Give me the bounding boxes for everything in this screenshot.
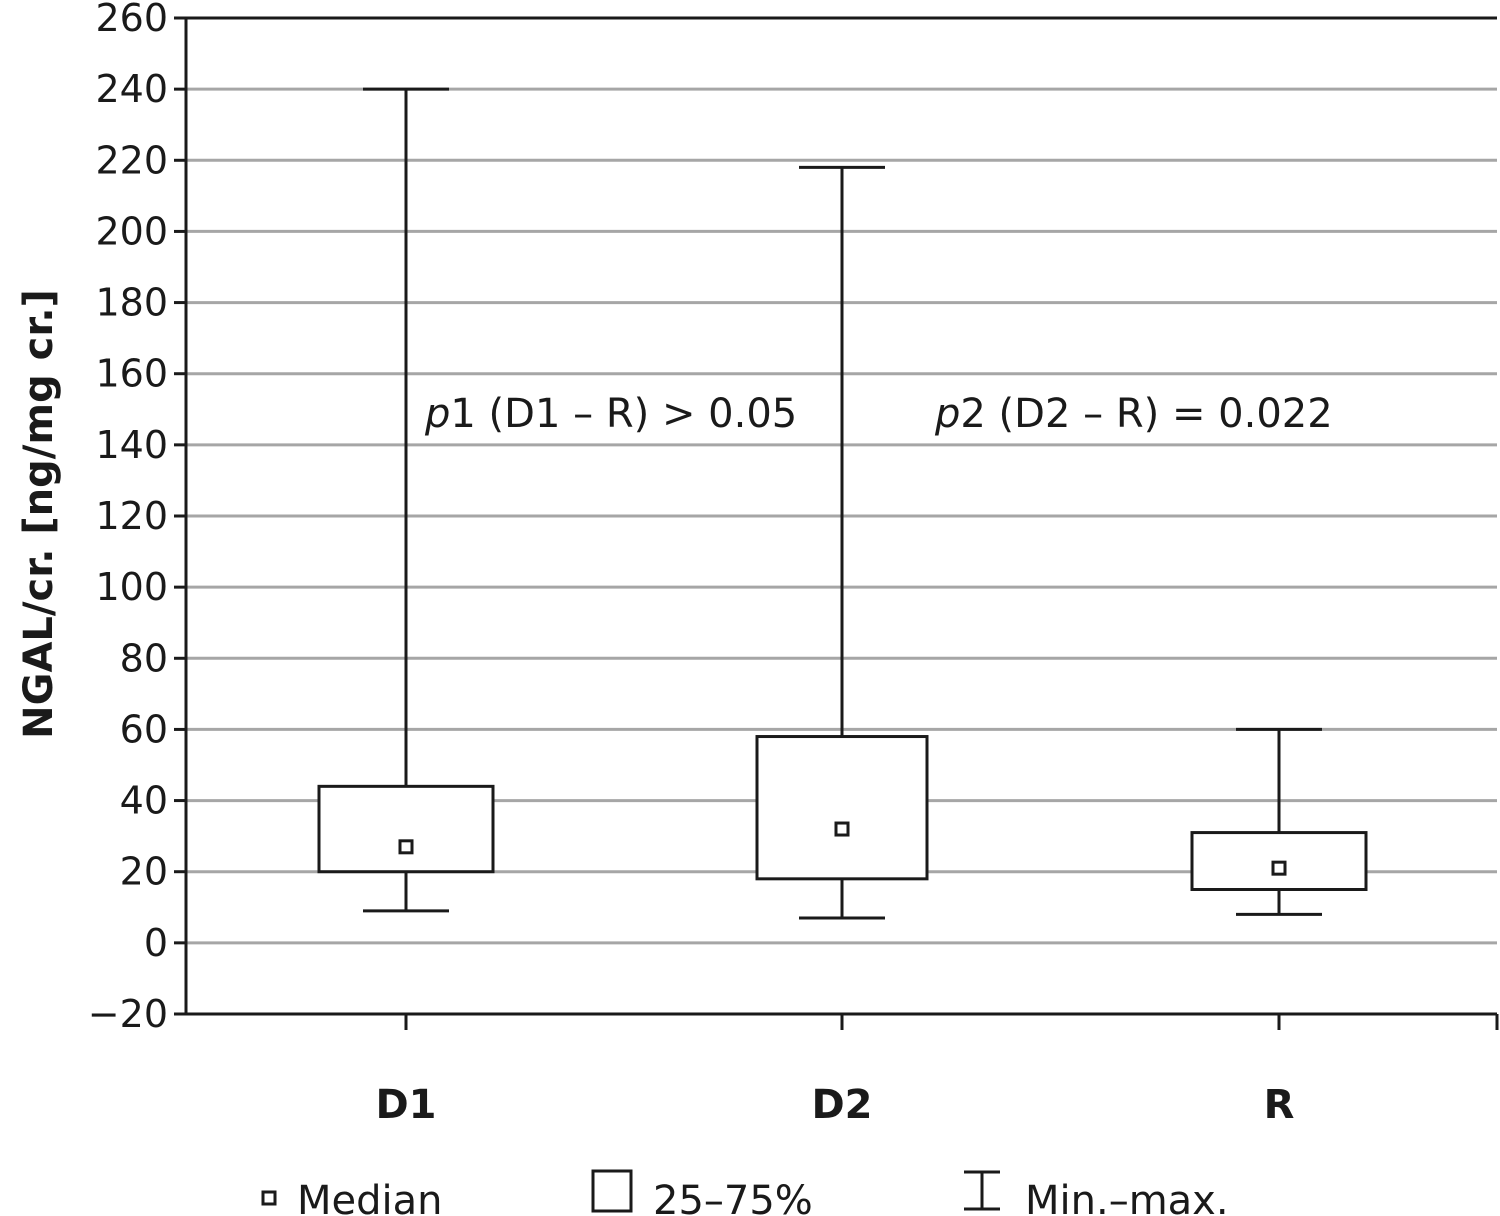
box-D2 <box>755 165 929 920</box>
y-tick-label: 200 <box>95 209 168 253</box>
legend-median-icon <box>261 1190 277 1206</box>
box-series <box>317 87 1368 920</box>
legend-median-label: Median <box>297 1178 443 1216</box>
annotation-p2-italic: p <box>934 391 960 437</box>
y-tick-label: 180 <box>95 281 168 325</box>
iqr-box <box>317 784 495 874</box>
y-axis-label: NGAL/cr. [ng/mg cr.] <box>16 289 62 739</box>
y-tick-label: 80 <box>120 636 168 680</box>
annotation-p1-italic: p <box>424 391 450 437</box>
x-category-label: D2 <box>811 1082 872 1128</box>
y-tick-label: 260 <box>95 0 168 40</box>
y-tick-label: 120 <box>95 494 168 538</box>
y-tick-label: 220 <box>95 138 168 182</box>
y-tick-label: 0 <box>144 921 168 965</box>
y-tick-label: 240 <box>95 67 168 111</box>
iqr-box <box>755 735 929 881</box>
legend-box-icon <box>591 1169 633 1213</box>
annotation-p1-text: 1 (D1 – R) > 0.05 <box>450 391 797 437</box>
x-category-label: R <box>1264 1082 1295 1128</box>
box-R <box>1190 727 1368 916</box>
y-tick-label: 40 <box>120 779 168 823</box>
median-marker <box>398 839 414 855</box>
x-category-label: D1 <box>375 1082 436 1128</box>
annotation-p2-text: 2 (D2 – R) = 0.022 <box>960 391 1332 437</box>
annotation-p2: p2 (D2 – R) = 0.022 <box>934 391 1333 437</box>
y-tick-label: −20 <box>88 992 168 1036</box>
legend-whisker-label: Min.–max. <box>1025 1178 1229 1216</box>
box-D1 <box>317 87 495 913</box>
axes <box>174 16 1499 1030</box>
legend-box-label: 25–75% <box>653 1178 813 1216</box>
median-marker <box>834 821 850 837</box>
y-tick-label: 160 <box>95 352 168 396</box>
median-marker <box>1271 860 1287 876</box>
annotation-p1: p1 (D1 – R) > 0.05 <box>424 391 797 437</box>
y-tick-label: 100 <box>95 565 168 609</box>
tick-labels: −20 0 20 40 60 80 100 120 140 160 180 200 220 240 260 D… <box>88 0 1295 1128</box>
y-tick-label: 60 <box>120 707 168 751</box>
y-tick-label: 20 <box>120 850 168 894</box>
legend-whisker-icon <box>964 1170 1000 1211</box>
legend: Median 25–75% Min.–max. <box>261 1169 1229 1216</box>
y-tick-label: 140 <box>95 423 168 467</box>
